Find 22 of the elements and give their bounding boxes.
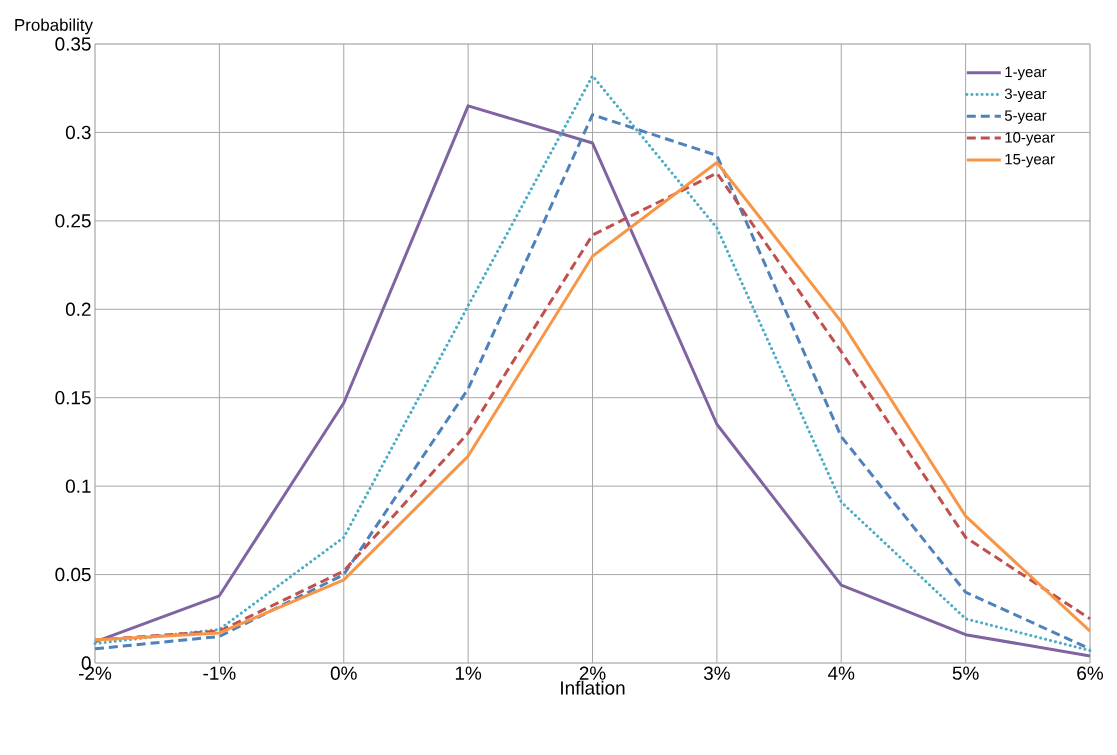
x-tick-label: 3% <box>703 666 730 680</box>
x-tick-label: 5% <box>952 666 979 680</box>
y-tick-label: 0.1 <box>65 479 91 493</box>
y-tick-label: 0.15 <box>55 391 91 405</box>
y-axis-title: Probability <box>15 18 93 35</box>
y-tick-label: 0.2 <box>65 302 91 316</box>
x-tick-label: 6% <box>1077 666 1104 680</box>
legend-label: 3-year <box>1004 88 1047 103</box>
legend-label: 5-year <box>1004 110 1047 124</box>
legend-label: 10-year <box>1005 132 1055 146</box>
y-tick-label: 0.35 <box>55 37 91 51</box>
y-tick-label: 0.25 <box>55 214 91 228</box>
legend-label: 15-year <box>1005 154 1055 168</box>
x-tick-label: 4% <box>828 666 855 680</box>
x-tick-label: -1% <box>203 666 236 680</box>
x-tick-label: 0% <box>330 666 357 680</box>
x-tick-label: 2% <box>579 666 606 680</box>
y-tick-label: 0.3 <box>65 125 91 140</box>
y-tick-label: 0.05 <box>55 567 91 582</box>
legend-label: 1-year <box>1005 66 1047 81</box>
x-tick-label: 1% <box>455 666 482 680</box>
x-axis-title: Inflation <box>561 680 625 695</box>
